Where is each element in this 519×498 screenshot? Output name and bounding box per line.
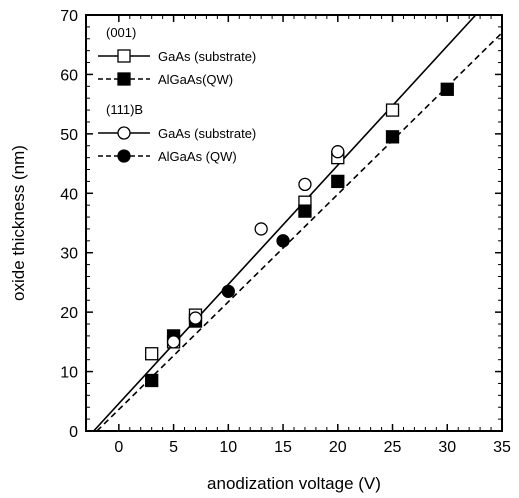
data-point-s2-0 — [166, 335, 181, 349]
y-tick-label-0: 0 — [69, 424, 78, 441]
y-axis-label: oxide thickness (nm) — [9, 145, 28, 301]
data-point-s2-3 — [298, 177, 312, 192]
x-tick-label-7: 35 — [493, 439, 511, 456]
y-tick-label-7: 70 — [60, 8, 78, 25]
legend-marker-0-1 — [117, 72, 131, 86]
y-tick-label-1: 10 — [60, 365, 78, 382]
data-point-s1-6 — [440, 82, 454, 96]
data-point-s1-0 — [145, 373, 159, 388]
x-tick-label-6: 30 — [438, 439, 456, 456]
legend-label-0-1: AlGaAs(QW) — [158, 72, 233, 87]
y-tick-label-3: 30 — [60, 246, 78, 263]
legend-group-label-0: (001) — [106, 25, 136, 40]
x-tick-label-1: 5 — [169, 439, 178, 456]
fit-line-solid — [93, 15, 477, 431]
data-point-s1-3 — [298, 204, 312, 218]
data-point-s1-5 — [385, 130, 400, 144]
x-tick-label-3: 15 — [274, 439, 292, 456]
x-tick-label-4: 20 — [329, 439, 347, 456]
y-tick-label-2: 20 — [60, 305, 78, 322]
x-tick-label-5: 25 — [384, 439, 402, 456]
fit-line-dashed — [96, 32, 502, 431]
data-point-s1-4 — [331, 174, 345, 189]
x-axis-label: anodization voltage (V) — [207, 474, 381, 493]
data-point-s2-1 — [188, 311, 203, 325]
y-tick-label-5: 50 — [60, 127, 78, 144]
plot-frame — [85, 14, 503, 432]
y-tick-label-6: 60 — [60, 67, 78, 84]
legend-marker-1-0 — [117, 126, 131, 140]
legend-label-1-0: GaAs (substrate) — [158, 126, 256, 141]
data-point-s3-0 — [221, 284, 235, 298]
legend-label-1-1: AlGaAs (QW) — [158, 149, 237, 164]
data-point-s2-2 — [254, 222, 268, 236]
legend-group-label-1: (111)B — [106, 102, 143, 117]
data-point-s2-4 — [331, 145, 345, 159]
x-tick-label-0: 0 — [114, 439, 123, 456]
legend-marker-0-0 — [117, 49, 131, 63]
data-point-s0-0 — [145, 347, 159, 361]
legend-marker-1-1 — [117, 149, 131, 163]
data-point-s0-5 — [385, 103, 400, 117]
y-tick-label-4: 40 — [60, 186, 78, 203]
x-tick-label-2: 10 — [219, 439, 237, 456]
legend-label-0-0: GaAs (substrate) — [158, 49, 256, 64]
data-point-s3-1 — [276, 234, 290, 248]
